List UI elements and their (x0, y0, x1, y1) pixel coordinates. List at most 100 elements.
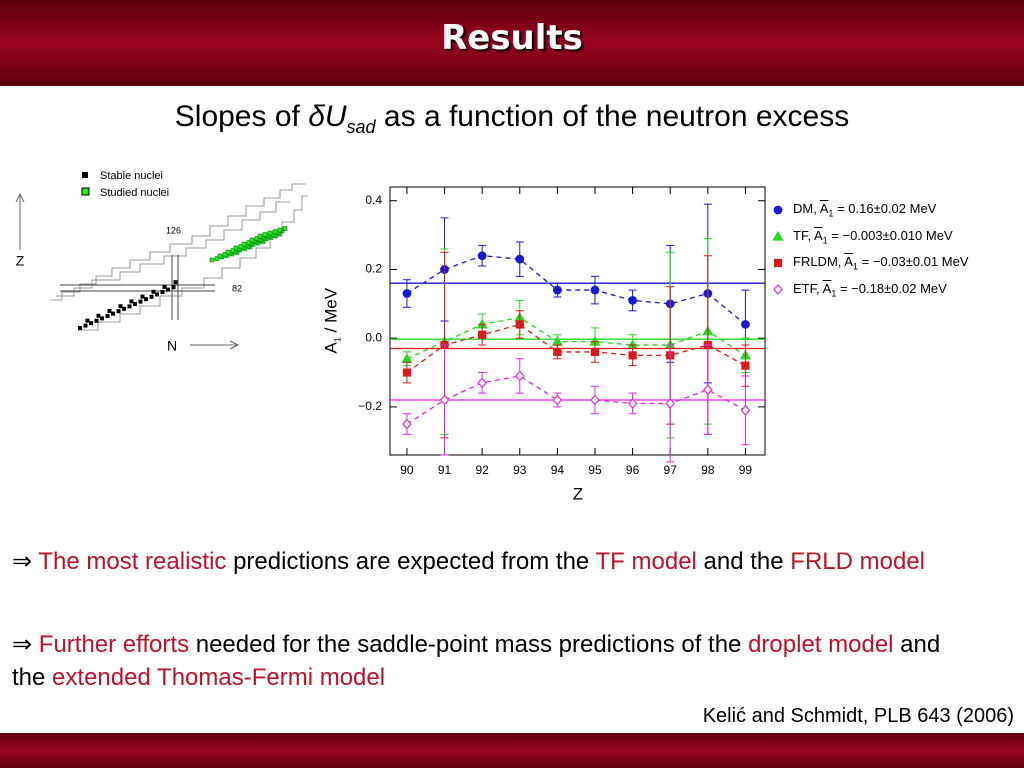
studied-cell (230, 248, 236, 253)
studied-cell (249, 237, 255, 243)
legend-entry: TF, A1 = −0.003±0.010 MeV (793, 228, 953, 246)
studied-cell (277, 227, 283, 233)
magic-number: 126 (166, 225, 181, 235)
bullet-text: needed for the saddle-point mass predict… (195, 631, 742, 658)
highlight-text: The most realistic (38, 548, 227, 575)
stable-cell (118, 304, 123, 309)
legend-entry: DM, A1 = 0.16±0.02 MeV (793, 201, 936, 219)
legend-entry: FRLDM, A1 = −0.03±0.01 MeV (793, 254, 969, 272)
stable-cell (83, 323, 88, 328)
legend-subscript: 1 (828, 208, 834, 219)
stable-cell (105, 314, 110, 318)
stable-cell (89, 321, 93, 326)
slide-title: Results (441, 18, 583, 58)
legend-symbol: A (813, 227, 823, 243)
y-label-symbol: A (321, 342, 341, 354)
legend-mean: = 0.16±0.02 MeV (837, 201, 937, 216)
studied-cell (238, 244, 244, 249)
y-label-unit: / MeV (321, 287, 341, 333)
legend-swatch (81, 187, 90, 196)
stable-cell (129, 299, 134, 304)
legend-marker (773, 284, 783, 295)
x-tick-label: 94 (551, 463, 565, 477)
arrow-head (15, 192, 25, 203)
legend-entry: ETF, A1 = −0.18±0.02 MeV (793, 281, 947, 299)
legend-name: DM, (793, 201, 817, 216)
stable-cell (160, 290, 165, 294)
highlight-text: Further efforts (38, 631, 190, 658)
subtitle-symbol: δU (308, 100, 347, 133)
y-tick-label: 0.0 (365, 330, 382, 344)
legend-mean: = −0.18±0.02 MeV (839, 280, 947, 296)
x-tick-label: 99 (739, 463, 753, 477)
x-tick-label: 93 (513, 463, 527, 477)
marker (590, 347, 600, 357)
x-tick-label: 92 (475, 463, 489, 477)
marker (439, 394, 450, 406)
legend-subscript: 1 (831, 288, 837, 299)
diagram-legend: Studied nuclei (100, 187, 169, 199)
stable-cell (166, 287, 170, 292)
marker (402, 289, 412, 298)
studied-cell (225, 249, 231, 255)
marker (514, 370, 525, 382)
subtitle-subscript: sad (346, 117, 376, 137)
x-tick-label: 97 (664, 463, 678, 477)
y-tick-label: 0.2 (365, 262, 382, 276)
studied-cell (209, 257, 215, 263)
stable-cell (96, 313, 101, 318)
stable-cell (140, 294, 145, 299)
bullet-text: and the (703, 548, 784, 575)
marker (741, 361, 750, 370)
series-line (406, 255, 746, 325)
legend-symbol: A (844, 254, 853, 269)
marker (552, 285, 562, 295)
stable-cell (111, 311, 115, 316)
studied-cell (246, 240, 252, 245)
boundary-lower (78, 195, 308, 331)
legend-name: FRLDM, (793, 254, 842, 269)
subtitle-text: Slopes of (174, 100, 300, 133)
y-tick-label: 0.4 (365, 193, 382, 207)
stable-cell (94, 318, 99, 323)
legend-mean: = −0.003±0.010 MeV (831, 227, 953, 243)
marker (401, 353, 413, 363)
legend-name: TF, (793, 227, 812, 243)
marker (402, 418, 412, 430)
stable-cell (116, 309, 121, 314)
stable-cell (171, 285, 176, 290)
y-axis-label: A1 / MeV (321, 271, 342, 371)
highlight-text: TF model (595, 548, 697, 575)
boundary-inner (56, 201, 290, 297)
bullet-arrow: ⇒ (12, 548, 33, 575)
marker (402, 368, 412, 377)
legend-subscript: 1 (852, 261, 858, 272)
citation: Kelić and Schmidt, PLB 643 (2006) (702, 705, 1014, 727)
subtitle: Slopes of δUsad as a function of the neu… (0, 100, 1024, 138)
x-tick-label: 95 (588, 463, 602, 477)
marker (515, 320, 524, 329)
marker (741, 320, 750, 329)
legend-swatch (82, 172, 88, 178)
legend-symbol: A (822, 280, 832, 296)
marker (551, 335, 563, 346)
legend-mean: = −0.03±0.01 MeV (861, 254, 969, 269)
legend-marker (773, 205, 783, 215)
studied-cell (262, 232, 268, 237)
header-bar (0, 0, 1024, 86)
stable-cell (78, 326, 82, 330)
highlight-text: FRLD model (790, 548, 926, 575)
bullet-arrow: ⇒ (12, 631, 33, 658)
plot-frame (389, 186, 766, 456)
legend-marker (773, 258, 783, 268)
studied-cell (217, 253, 223, 259)
studied-cell (282, 226, 288, 231)
stable-cell (151, 289, 156, 294)
stable-cell (162, 285, 167, 289)
marker (477, 251, 487, 261)
x-tick-label: 91 (438, 463, 452, 477)
bullet-text: predictions are expected from the (233, 548, 590, 575)
marker (703, 384, 713, 396)
stable-cell (138, 299, 143, 304)
marker (628, 351, 637, 360)
